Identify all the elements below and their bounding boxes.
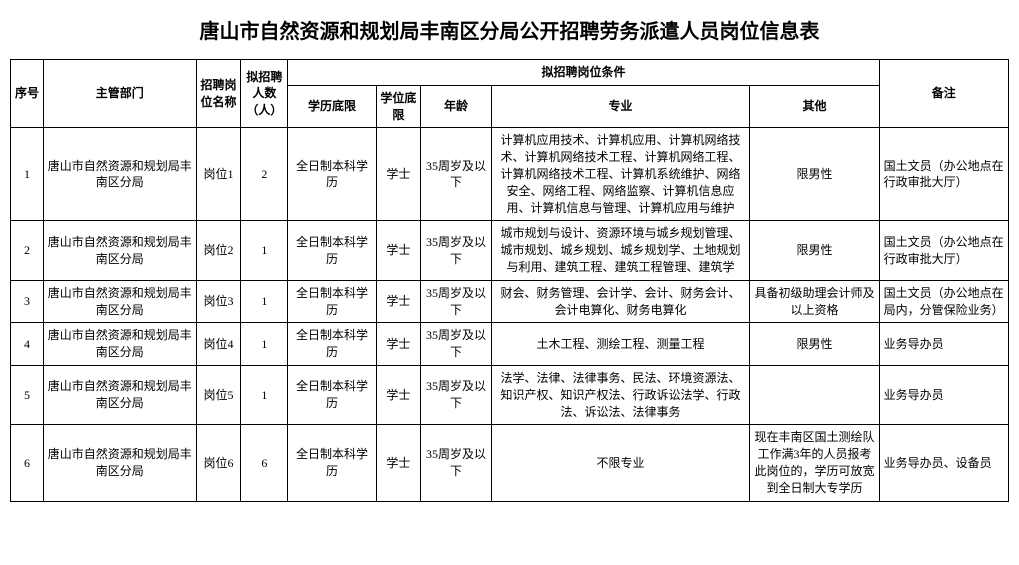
cell-major: 土木工程、测绘工程、测量工程 [491, 323, 750, 366]
cell-degree: 学士 [376, 425, 421, 501]
cell-degree: 学士 [376, 280, 421, 323]
cell-age: 35周岁及以下 [421, 365, 492, 424]
cell-degree: 学士 [376, 221, 421, 280]
header-major: 专业 [491, 85, 750, 128]
cell-other [750, 365, 879, 424]
cell-major: 城市规划与设计、资源环境与城乡规划管理、城市规划、城乡规划、城乡规划学、土地规划… [491, 221, 750, 280]
header-count: 拟招聘人数（人） [241, 60, 288, 128]
table-row: 2唐山市自然资源和规划局丰南区分局岗位21全日制本科学历学士35周岁及以下城市规… [11, 221, 1009, 280]
cell-seq: 6 [11, 425, 44, 501]
cell-seq: 3 [11, 280, 44, 323]
cell-seq: 5 [11, 365, 44, 424]
table-row: 3唐山市自然资源和规划局丰南区分局岗位31全日制本科学历学士35周岁及以下财会、… [11, 280, 1009, 323]
header-position: 招聘岗位名称 [196, 60, 241, 128]
cell-remark: 业务导办员、设备员 [879, 425, 1008, 501]
cell-remark: 国土文员（办公地点在行政审批大厅） [879, 128, 1008, 221]
cell-edu: 全日制本科学历 [288, 323, 376, 366]
cell-edu: 全日制本科学历 [288, 221, 376, 280]
cell-age: 35周岁及以下 [421, 221, 492, 280]
cell-position: 岗位1 [196, 128, 241, 221]
recruitment-table: 序号 主管部门 招聘岗位名称 拟招聘人数（人） 拟招聘岗位条件 备注 学历底限 … [10, 59, 1009, 502]
cell-count: 1 [241, 280, 288, 323]
cell-count: 1 [241, 365, 288, 424]
cell-age: 35周岁及以下 [421, 128, 492, 221]
cell-degree: 学士 [376, 128, 421, 221]
cell-other: 限男性 [750, 128, 879, 221]
cell-other: 限男性 [750, 221, 879, 280]
header-seq: 序号 [11, 60, 44, 128]
cell-remark: 国土文员（办公地点在局内，分管保险业务） [879, 280, 1008, 323]
cell-seq: 4 [11, 323, 44, 366]
header-degree: 学位底限 [376, 85, 421, 128]
cell-major: 计算机应用技术、计算机应用、计算机网络技术、计算机网络技术工程、计算机网络工程、… [491, 128, 750, 221]
cell-edu: 全日制本科学历 [288, 280, 376, 323]
cell-other: 限男性 [750, 323, 879, 366]
cell-seq: 1 [11, 128, 44, 221]
page-title: 唐山市自然资源和规划局丰南区分局公开招聘劳务派遣人员岗位信息表 [10, 15, 1009, 44]
cell-position: 岗位2 [196, 221, 241, 280]
cell-other: 具备初级助理会计师及以上资格 [750, 280, 879, 323]
cell-dept: 唐山市自然资源和规划局丰南区分局 [43, 128, 196, 221]
cell-edu: 全日制本科学历 [288, 128, 376, 221]
cell-position: 岗位6 [196, 425, 241, 501]
cell-position: 岗位4 [196, 323, 241, 366]
cell-position: 岗位3 [196, 280, 241, 323]
cell-dept: 唐山市自然资源和规划局丰南区分局 [43, 221, 196, 280]
cell-major: 不限专业 [491, 425, 750, 501]
table-row: 6唐山市自然资源和规划局丰南区分局岗位66全日制本科学历学士35周岁及以下不限专… [11, 425, 1009, 501]
cell-age: 35周岁及以下 [421, 425, 492, 501]
cell-degree: 学士 [376, 323, 421, 366]
table-row: 5唐山市自然资源和规划局丰南区分局岗位51全日制本科学历学士35周岁及以下法学、… [11, 365, 1009, 424]
cell-other: 现在丰南区国土测绘队工作满3年的人员报考此岗位的，学历可放宽到全日制大专学历 [750, 425, 879, 501]
cell-edu: 全日制本科学历 [288, 365, 376, 424]
cell-position: 岗位5 [196, 365, 241, 424]
cell-major: 法学、法律、法律事务、民法、环境资源法、知识产权、知识产权法、行政诉讼法学、行政… [491, 365, 750, 424]
cell-count: 2 [241, 128, 288, 221]
header-age: 年龄 [421, 85, 492, 128]
header-remark: 备注 [879, 60, 1008, 128]
cell-dept: 唐山市自然资源和规划局丰南区分局 [43, 280, 196, 323]
header-other: 其他 [750, 85, 879, 128]
header-cond-group: 拟招聘岗位条件 [288, 60, 879, 86]
cell-count: 1 [241, 323, 288, 366]
cell-remark: 业务导办员 [879, 365, 1008, 424]
cell-age: 35周岁及以下 [421, 280, 492, 323]
cell-dept: 唐山市自然资源和规划局丰南区分局 [43, 365, 196, 424]
cell-remark: 国土文员（办公地点在行政审批大厅） [879, 221, 1008, 280]
cell-count: 1 [241, 221, 288, 280]
cell-edu: 全日制本科学历 [288, 425, 376, 501]
table-row: 4唐山市自然资源和规划局丰南区分局岗位41全日制本科学历学士35周岁及以下土木工… [11, 323, 1009, 366]
cell-age: 35周岁及以下 [421, 323, 492, 366]
header-dept: 主管部门 [43, 60, 196, 128]
cell-degree: 学士 [376, 365, 421, 424]
header-edu: 学历底限 [288, 85, 376, 128]
table-row: 1唐山市自然资源和规划局丰南区分局岗位12全日制本科学历学士35周岁及以下计算机… [11, 128, 1009, 221]
cell-major: 财会、财务管理、会计学、会计、财务会计、会计电算化、财务电算化 [491, 280, 750, 323]
cell-seq: 2 [11, 221, 44, 280]
cell-count: 6 [241, 425, 288, 501]
cell-remark: 业务导办员 [879, 323, 1008, 366]
cell-dept: 唐山市自然资源和规划局丰南区分局 [43, 323, 196, 366]
cell-dept: 唐山市自然资源和规划局丰南区分局 [43, 425, 196, 501]
